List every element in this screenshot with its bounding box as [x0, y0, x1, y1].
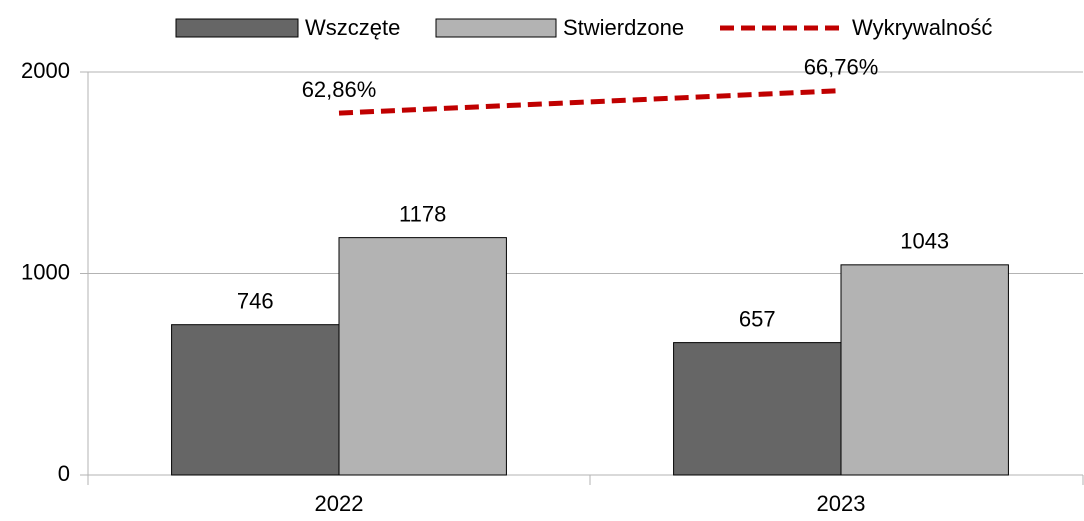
bar — [171, 324, 340, 476]
bar — [338, 237, 507, 476]
data-label: 62,86% — [302, 77, 377, 102]
y-tick-label: 0 — [58, 461, 70, 486]
x-tick-label: 2022 — [315, 491, 364, 516]
y-tick-label: 2000 — [21, 58, 70, 83]
data-label: 657 — [739, 306, 776, 331]
legend-swatch — [435, 18, 557, 38]
data-label: 1043 — [900, 229, 949, 254]
x-tick-label: 2023 — [817, 491, 866, 516]
bar — [673, 342, 842, 476]
bar — [840, 264, 1009, 476]
data-label: 1178 — [399, 201, 446, 226]
data-label: 746 — [237, 288, 274, 313]
legend-label: Wykrywalność — [852, 15, 992, 40]
legend-label: Stwierdzone — [563, 15, 684, 40]
legend-label: Wszczęte — [305, 15, 400, 40]
legend-swatch — [175, 18, 299, 38]
y-tick-label: 1000 — [21, 259, 70, 284]
data-label: 66,76% — [804, 54, 879, 79]
line — [338, 88, 842, 116]
